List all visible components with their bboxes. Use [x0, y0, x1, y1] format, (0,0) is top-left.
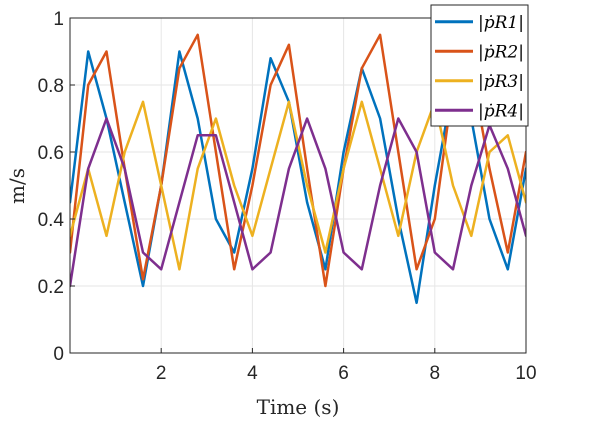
- legend-label-r1: |ṗR1|: [478, 13, 524, 33]
- y-tick-label: 0: [53, 344, 64, 365]
- x-tick-label: 10: [515, 363, 536, 384]
- legend-label-r3: |ṗR3|: [478, 72, 524, 92]
- y-tick-label: 0.6: [38, 143, 64, 164]
- y-tick-label: 0.2: [38, 277, 64, 298]
- x-tick-label: 4: [247, 363, 258, 384]
- y-tick-label: 0.8: [38, 76, 64, 97]
- x-axis-label: Time (s): [257, 395, 340, 419]
- y-tick-label: 1: [53, 9, 64, 30]
- legend-label-r2: |ṗR2|: [478, 42, 524, 62]
- legend: |ṗR1| |ṗR2| |ṗR3| |ṗR4|: [431, 5, 528, 126]
- x-tick-label: 2: [156, 363, 167, 384]
- y-axis-label: m/s: [5, 168, 29, 204]
- x-tick-label: 6: [338, 363, 349, 384]
- x-tick-label: 8: [430, 363, 441, 384]
- y-tick-label: 0.4: [38, 210, 65, 231]
- legend-label-r4: |ṗR4|: [478, 101, 524, 121]
